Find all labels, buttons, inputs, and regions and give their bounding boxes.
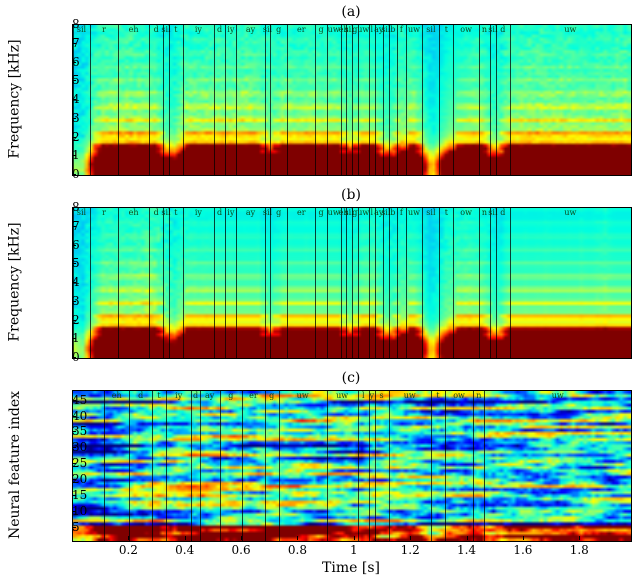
panel-c: (c)ehdtiydaygerguwuwlysuwtownuw510152025…: [0, 0, 640, 587]
segment-line: [152, 391, 153, 541]
segment-line: [389, 391, 390, 541]
segment-line: [473, 391, 474, 541]
xtick: 1.6: [513, 540, 532, 557]
segment-line: [484, 391, 485, 541]
segment-line: [369, 391, 370, 541]
xtick: 1: [350, 540, 358, 557]
segment-line: [431, 391, 432, 541]
xtick: 1.2: [401, 540, 420, 557]
xtick: 0.6: [232, 540, 251, 557]
spectrogram-c: [73, 391, 631, 541]
segment-line: [200, 391, 201, 541]
xlabel: Time [s]: [72, 560, 630, 576]
segment-line: [191, 391, 192, 541]
panel-title-c: (c): [72, 370, 630, 386]
segment-line: [265, 391, 266, 541]
segment-line: [445, 391, 446, 541]
segment-line: [242, 391, 243, 541]
xtick: 1.8: [570, 540, 589, 557]
segment-line: [129, 391, 130, 541]
xtick: 0.8: [288, 540, 307, 557]
xtick: 1.4: [457, 540, 476, 557]
segment-line: [104, 391, 105, 541]
xtick: 0.2: [119, 540, 138, 557]
xtick: 0.4: [175, 540, 194, 557]
segment-line: [279, 391, 280, 541]
segment-line: [375, 391, 376, 541]
ylabel-c: Neural feature index: [7, 391, 23, 539]
segment-line: [358, 391, 359, 541]
segment-line: [327, 391, 328, 541]
segment-line: [166, 391, 167, 541]
segment-line: [220, 391, 221, 541]
plot-area-c: ehdtiydaygerguwuwlysuwtownuw: [72, 390, 632, 542]
